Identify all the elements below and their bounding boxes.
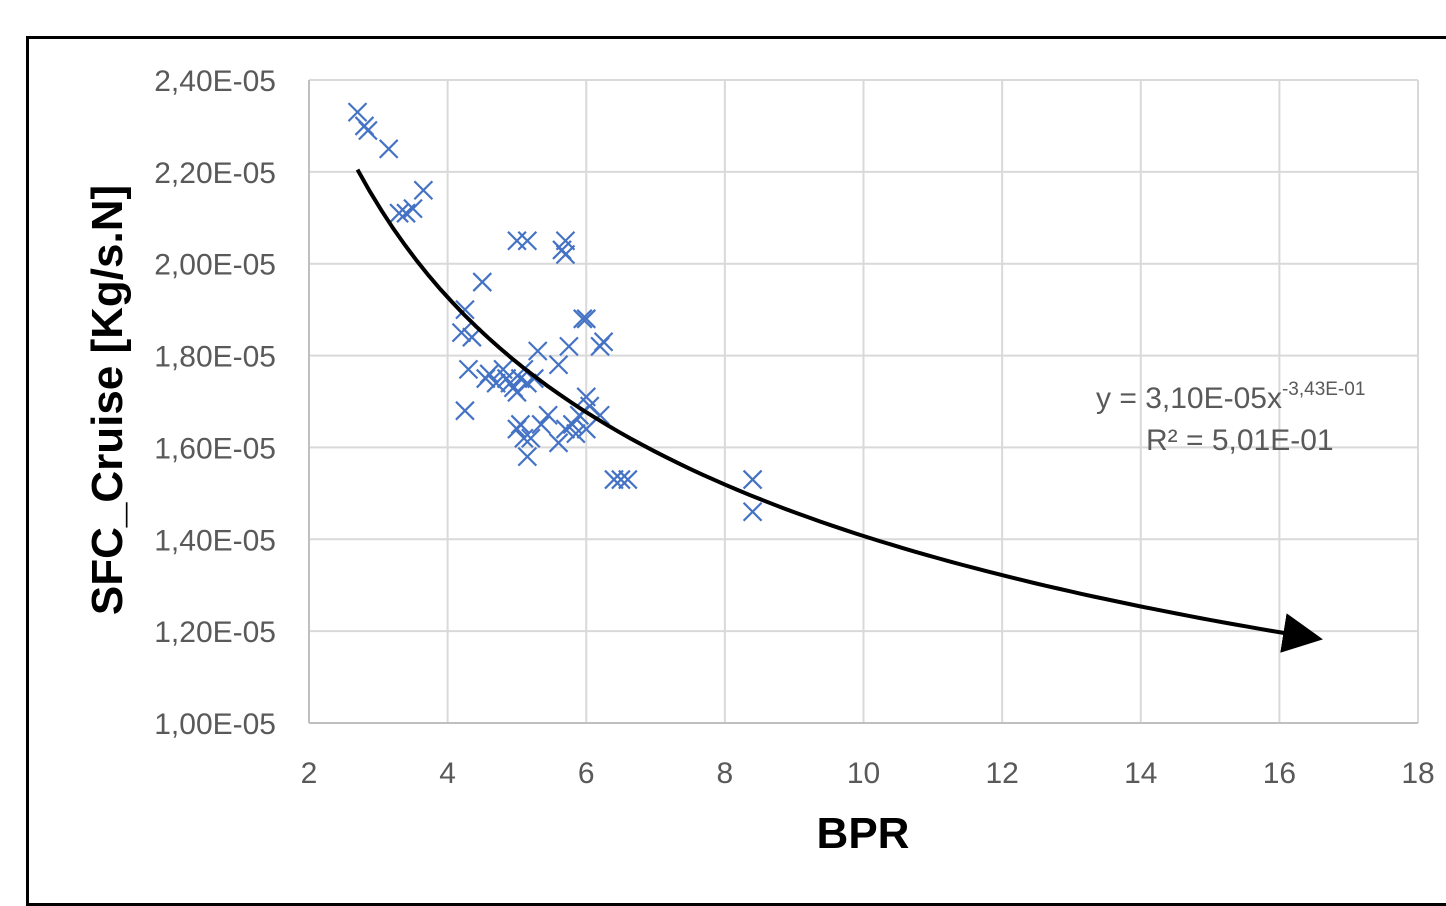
data-point <box>462 327 482 347</box>
data-point <box>455 400 475 421</box>
data-point <box>548 354 569 375</box>
y-tick-label: 1,60E-05 <box>154 432 276 465</box>
y-tick-label: 1,40E-05 <box>154 524 276 557</box>
y-axis-title: SFC_Cruise [Kg/s.N] <box>83 185 132 615</box>
trendline <box>355 168 1323 653</box>
data-points <box>347 102 763 522</box>
data-point <box>486 373 506 393</box>
data-point <box>521 428 541 449</box>
data-point <box>455 299 475 320</box>
data-point <box>347 102 368 122</box>
trendline-equation: y = 3,10E-05x-3,43E-01 <box>1096 379 1365 415</box>
y-tick-label: 2,20E-05 <box>154 157 276 190</box>
data-point <box>742 469 763 490</box>
data-point <box>576 309 597 329</box>
data-point <box>555 230 576 251</box>
data-point <box>559 336 579 357</box>
data-point <box>555 244 576 265</box>
y-tick-labels: 1,00E-05 1,20E-05 1,40E-05 1,60E-05 1,80E-05… <box>154 65 276 741</box>
data-point <box>510 414 531 435</box>
chart-frame <box>26 36 1446 906</box>
data-point <box>531 414 551 435</box>
data-point <box>475 368 496 389</box>
data-point <box>413 180 434 201</box>
data-point <box>573 309 593 329</box>
data-point <box>742 501 763 522</box>
y-tick-label: 1,20E-05 <box>154 616 276 649</box>
trendline-curve <box>355 168 1323 653</box>
data-point <box>538 405 558 426</box>
y-tick-label: 2,40E-05 <box>154 65 276 98</box>
x-tick-label: 6 <box>578 757 595 790</box>
y-tick-label: 1,00E-05 <box>154 708 276 741</box>
x-tick-label: 14 <box>1124 757 1157 790</box>
data-point <box>566 423 586 444</box>
x-tick-label: 2 <box>301 757 318 790</box>
data-point <box>611 469 631 490</box>
data-point <box>514 428 534 449</box>
x-tick-label: 8 <box>717 757 734 790</box>
data-point <box>604 469 624 490</box>
data-point <box>451 322 472 343</box>
x-tick-label: 18 <box>1401 757 1434 790</box>
x-tick-labels: 2 4 6 8 10 12 14 16 18 <box>301 757 1435 790</box>
data-point <box>618 469 638 490</box>
y-tick-label: 2,00E-05 <box>154 249 276 282</box>
data-point <box>472 272 493 292</box>
x-tick-label: 4 <box>439 757 456 790</box>
y-tick-label: 1,80E-05 <box>154 341 276 374</box>
data-point <box>378 139 399 159</box>
data-point <box>527 341 548 361</box>
data-point <box>517 230 538 251</box>
data-point <box>590 405 610 426</box>
x-tick-label: 10 <box>847 757 880 790</box>
data-point <box>358 120 378 141</box>
trendline-r-squared: R² = 5,01E-01 <box>1146 424 1334 457</box>
trendline-equation-exponent: -3,43E-01 <box>1282 379 1365 400</box>
data-point <box>403 198 423 219</box>
data-point <box>507 230 527 251</box>
trendline-equation-base: y = 3,10E-05x <box>1096 382 1282 415</box>
data-point <box>548 433 569 453</box>
data-point <box>593 332 614 352</box>
data-point <box>389 203 409 223</box>
x-tick-label: 16 <box>1263 757 1296 790</box>
x-axis-title: BPR <box>817 809 910 858</box>
x-tick-label: 12 <box>985 757 1018 790</box>
data-point <box>458 359 479 380</box>
data-point <box>517 446 538 467</box>
axes <box>308 80 1418 724</box>
